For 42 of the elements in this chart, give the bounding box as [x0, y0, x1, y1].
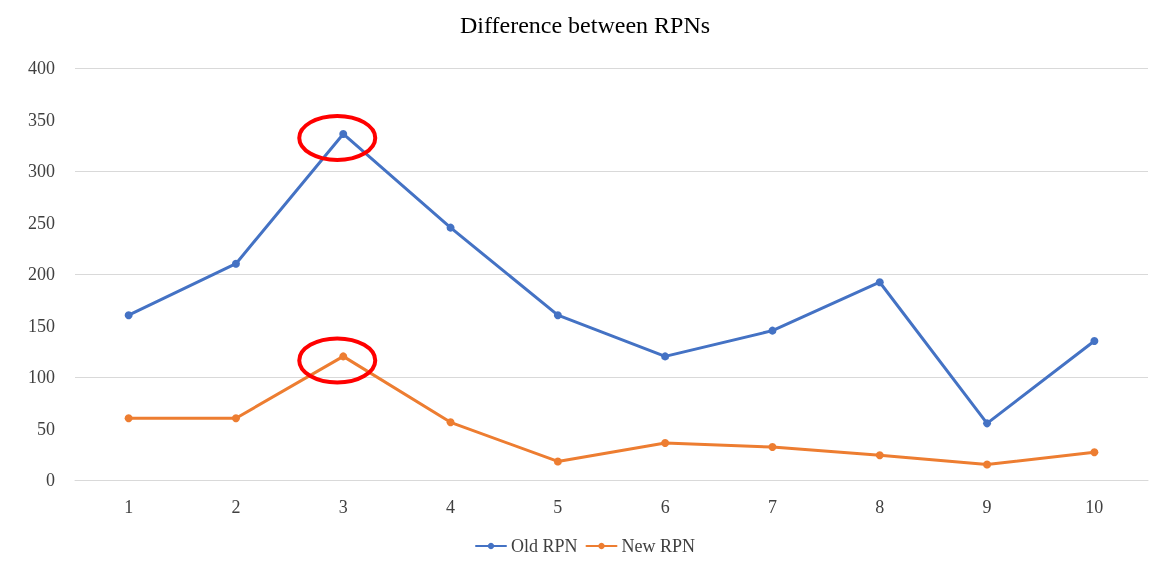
y-tick-label: 300 [28, 161, 55, 181]
y-tick-label: 400 [28, 58, 55, 78]
point [231, 259, 240, 268]
point [446, 418, 455, 427]
point [339, 352, 348, 361]
y-tick-label: 250 [28, 212, 55, 233]
point [661, 352, 670, 361]
point [875, 278, 884, 287]
y-tick-label: 150 [28, 315, 55, 336]
x-tick-label: 1 [124, 497, 134, 517]
x-tick-label: 7 [767, 497, 777, 517]
legend-label: Old RPN [510, 536, 578, 556]
point [446, 223, 455, 232]
y-tick-label: 100 [28, 367, 55, 387]
x-tick-label: 3 [338, 497, 348, 517]
x-tick-label: 10 [1085, 497, 1104, 517]
chart-title: Difference between RPNs [459, 12, 711, 38]
point [983, 419, 992, 428]
y-tick-label: 350 [28, 109, 55, 130]
legend-label: New RPN [621, 536, 696, 556]
point [231, 414, 240, 423]
x-tick-label: 5 [553, 497, 563, 517]
point [124, 414, 133, 423]
x-tick-label: 8 [875, 497, 885, 517]
point [339, 129, 348, 138]
x-tick-label: 2 [231, 497, 241, 517]
point [1090, 336, 1099, 345]
point [553, 311, 562, 320]
x-tick-label: 4 [446, 497, 456, 517]
y-tick-label: 0 [46, 470, 55, 490]
point [768, 443, 777, 452]
point [875, 451, 884, 460]
y-tick-label: 200 [28, 264, 55, 284]
point [1090, 448, 1099, 457]
x-tick-label: 6 [660, 497, 670, 517]
point [553, 457, 562, 466]
point [768, 326, 777, 335]
y-tick-label: 50 [37, 418, 55, 439]
point [661, 438, 670, 447]
point [124, 311, 133, 320]
x-tick-label: 9 [982, 497, 992, 517]
point [983, 460, 992, 469]
